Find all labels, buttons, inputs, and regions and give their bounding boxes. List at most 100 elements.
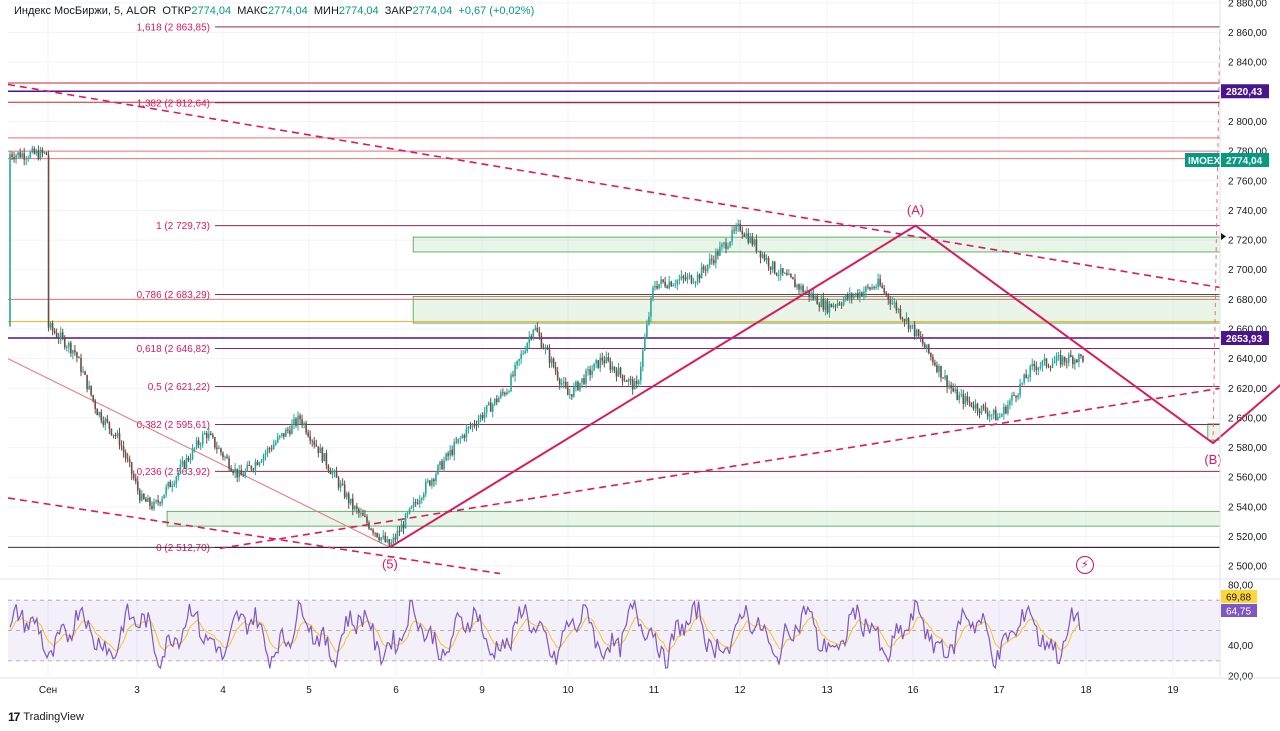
- y-tick-label: 2 600,00: [1228, 413, 1267, 424]
- candle-body: [680, 275, 683, 280]
- candle-body: [248, 464, 251, 467]
- candle-body: [333, 470, 336, 473]
- candle-body: [755, 239, 758, 252]
- candle-body: [769, 266, 772, 270]
- candle-body: [479, 415, 482, 420]
- candle-body: [171, 485, 174, 488]
- high-label: МАКС: [237, 5, 268, 17]
- candle-body: [402, 524, 405, 529]
- candle-body: [719, 247, 721, 256]
- candle-body: [207, 433, 210, 439]
- candle-body: [625, 380, 628, 382]
- candle-body: [500, 392, 502, 398]
- candle-body: [244, 470, 247, 477]
- candle-body: [899, 308, 902, 318]
- tradingview-brand[interactable]: 17 TradingView: [8, 710, 84, 724]
- x-tick-label: 19: [1167, 685, 1179, 696]
- candle-body: [1027, 377, 1030, 379]
- candle-body: [796, 284, 798, 288]
- candle-body: [960, 394, 963, 396]
- candle-body: [763, 254, 766, 261]
- candle-body: [775, 273, 778, 276]
- level-price-tag: 2820,43: [1226, 87, 1263, 98]
- candle-body: [1049, 366, 1052, 368]
- candle-body: [558, 379, 561, 385]
- candle-body: [840, 304, 843, 306]
- candle-body: [181, 461, 184, 465]
- downtrend-line-upper: [7, 83, 1221, 289]
- candle-body: [317, 446, 320, 453]
- candle-body: [611, 366, 614, 370]
- candle-body: [875, 286, 877, 288]
- candle-body: [883, 287, 885, 293]
- candle-body: [589, 369, 591, 375]
- candle-body: [220, 448, 222, 453]
- level-price-tag-bg: [1221, 84, 1269, 99]
- candle-body: [516, 360, 518, 366]
- candle-body: [151, 505, 153, 509]
- candle-body: [283, 433, 285, 437]
- candle-body: [110, 428, 113, 435]
- candle-body: [1072, 356, 1074, 365]
- candle-body: [356, 506, 358, 510]
- candle-body: [177, 472, 180, 477]
- candle-body: [447, 453, 449, 456]
- candle-body: [773, 261, 776, 274]
- candle-body: [175, 476, 178, 484]
- candle-body: [216, 447, 218, 449]
- candle-body: [747, 233, 750, 243]
- candle-body: [327, 465, 330, 471]
- candle-body: [678, 279, 681, 281]
- fib-level-label: 0,382 (2 595,61): [137, 420, 210, 431]
- flash-alert-icon[interactable]: ⚡: [1076, 556, 1094, 574]
- candle-body: [455, 442, 458, 444]
- candle-body: [895, 302, 898, 311]
- candle-body: [311, 440, 314, 442]
- candle-body: [136, 481, 139, 491]
- candle-body: [354, 506, 356, 510]
- symbol-tag-bg: [1185, 153, 1220, 168]
- candle-body: [228, 458, 230, 469]
- candle-body: [406, 513, 409, 515]
- candle-body: [195, 440, 198, 448]
- candle-body: [794, 279, 796, 288]
- candle-body: [879, 278, 881, 286]
- x-tick-label: Сен: [39, 685, 57, 696]
- candle-body: [832, 305, 835, 308]
- x-tick-label: 10: [562, 685, 574, 696]
- candle-body: [193, 447, 196, 449]
- candle-body: [173, 483, 176, 486]
- candle-body: [250, 466, 253, 470]
- candle-body: [635, 380, 638, 385]
- y-tick-label: 2 620,00: [1228, 384, 1267, 395]
- candle-body: [800, 285, 802, 290]
- candle-body: [90, 385, 92, 396]
- candle-body: [124, 452, 127, 459]
- candle-body: [159, 502, 161, 504]
- candle-body: [17, 152, 19, 156]
- candle-body: [984, 406, 987, 413]
- candle-body: [169, 482, 172, 488]
- y-tick-label: 2 700,00: [1228, 265, 1267, 276]
- candle-body: [380, 537, 382, 541]
- candle-body: [199, 444, 202, 446]
- candle-body: [548, 349, 551, 364]
- candle-body: [183, 461, 186, 469]
- candle-body: [114, 434, 117, 436]
- candle-body: [459, 438, 462, 439]
- last-price-tag: 2774,04: [1226, 156, 1263, 167]
- candle-body: [358, 509, 360, 513]
- candle-body: [165, 486, 167, 495]
- candle-body: [928, 344, 930, 354]
- close-value: 2774,04: [412, 5, 453, 17]
- candle-body: [412, 502, 415, 507]
- candle-body: [461, 435, 464, 439]
- candle-body: [804, 291, 806, 293]
- candle-body: [467, 426, 470, 429]
- candle-body: [826, 300, 829, 313]
- candle-body: [307, 432, 309, 437]
- candle-body: [1051, 363, 1054, 368]
- candle-body: [522, 353, 524, 355]
- candle-body: [102, 420, 105, 425]
